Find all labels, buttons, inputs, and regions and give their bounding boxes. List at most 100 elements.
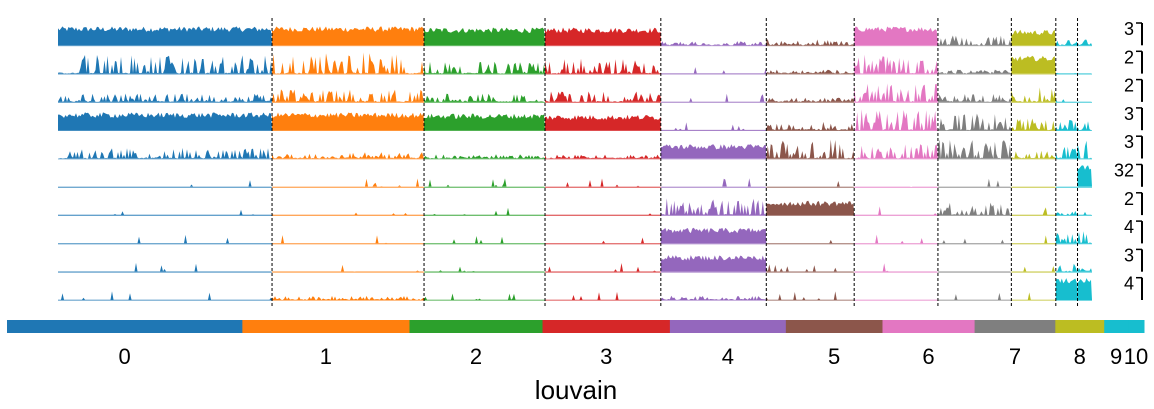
cluster-label-6: 6 bbox=[922, 344, 934, 369]
track-area-gene9-cluster-8 bbox=[1011, 292, 1056, 300]
track-area-gene4-cluster-8 bbox=[1011, 150, 1056, 159]
track-area-gene3-cluster-6 bbox=[854, 109, 938, 131]
track-area-gene5-cluster-3 bbox=[545, 178, 661, 187]
track-area-gene5-cluster-1 bbox=[272, 178, 424, 187]
track-area-gene1-cluster-5 bbox=[766, 69, 855, 74]
track-area-gene8-cluster-3 bbox=[545, 263, 661, 272]
track-area-gene1-cluster-2 bbox=[424, 61, 545, 74]
track-area-gene2-cluster-2 bbox=[424, 93, 545, 102]
y-max-label-8: 3 bbox=[1124, 245, 1134, 265]
track-area-gene8-cluster-2 bbox=[424, 266, 545, 272]
track-area-gene3-cluster-10 bbox=[1077, 121, 1092, 131]
track-area-gene2-cluster-3 bbox=[545, 91, 661, 102]
track-area-gene5-cluster-4 bbox=[660, 178, 767, 187]
track-area-gene4-cluster-0 bbox=[58, 147, 272, 159]
color-bar-cluster-1 bbox=[242, 320, 410, 333]
track-area-gene7-cluster-3 bbox=[545, 237, 661, 244]
cluster-label-10: 10 bbox=[1124, 344, 1148, 369]
color-bar-cluster-7 bbox=[974, 320, 1056, 333]
track-area-gene3-cluster-1 bbox=[272, 112, 424, 131]
track-area-gene6-cluster-10 bbox=[1077, 211, 1092, 216]
track-area-gene4-cluster-4 bbox=[660, 144, 767, 159]
track-area-gene4-cluster-1 bbox=[272, 152, 424, 159]
track-area-gene9-cluster-0 bbox=[58, 291, 272, 300]
track-area-gene7-cluster-0 bbox=[58, 234, 272, 244]
track-area-gene6-cluster-8 bbox=[1011, 207, 1056, 216]
track-area-gene5-cluster-5 bbox=[766, 181, 855, 187]
track-area-gene8-cluster-0 bbox=[58, 262, 272, 272]
cluster-tick-labels: 0 1 2 3 4 5 6 7 8 9 10 bbox=[119, 344, 1149, 369]
y-max-label-0: 3 bbox=[1124, 19, 1134, 39]
track-area-gene1-cluster-9 bbox=[1055, 72, 1078, 74]
track-area-gene3-cluster-4 bbox=[660, 122, 767, 131]
cluster-separators bbox=[271, 18, 1079, 306]
track-area-gene7-cluster-6 bbox=[854, 234, 938, 244]
cluster-label-3: 3 bbox=[600, 344, 612, 369]
track-area-gene1-cluster-6 bbox=[854, 54, 938, 74]
track-area-gene0-cluster-3 bbox=[545, 27, 661, 46]
cluster-label-2: 2 bbox=[470, 344, 482, 369]
gene-track-5 bbox=[58, 165, 1092, 188]
track-area-gene9-cluster-4 bbox=[660, 295, 767, 300]
track-area-gene7-cluster-10 bbox=[1077, 231, 1092, 244]
tracks-area bbox=[58, 26, 1092, 301]
track-area-gene2-cluster-4 bbox=[660, 93, 767, 102]
track-area-gene0-cluster-4 bbox=[660, 41, 767, 46]
track-area-gene8-cluster-8 bbox=[1011, 266, 1056, 272]
y-max-label-2: 2 bbox=[1124, 76, 1134, 96]
y-max-label-1: 2 bbox=[1124, 47, 1134, 67]
track-area-gene9-cluster-7 bbox=[937, 292, 1012, 300]
gene-track-6 bbox=[58, 198, 1092, 216]
track-area-gene3-cluster-2 bbox=[424, 113, 545, 131]
track-area-gene6-cluster-9 bbox=[1055, 210, 1078, 216]
track-area-gene3-cluster-5 bbox=[766, 121, 855, 131]
cluster-label-0: 0 bbox=[119, 344, 131, 369]
track-area-gene1-cluster-1 bbox=[272, 52, 424, 74]
color-bar-cluster-9 bbox=[1104, 320, 1129, 333]
track-area-gene0-cluster-8 bbox=[1011, 29, 1056, 46]
track-area-gene7-cluster-8 bbox=[1011, 235, 1056, 244]
track-area-gene9-cluster-2 bbox=[424, 293, 545, 300]
track-area-gene6-cluster-5 bbox=[766, 200, 855, 216]
track-area-gene7-cluster-2 bbox=[424, 236, 545, 244]
track-area-gene2-cluster-8 bbox=[1011, 87, 1056, 102]
track-area-gene8-cluster-4 bbox=[660, 255, 767, 272]
color-bar-cluster-3 bbox=[542, 320, 671, 333]
track-area-gene4-cluster-9 bbox=[1055, 146, 1078, 159]
track-area-gene7-cluster-5 bbox=[766, 239, 855, 244]
track-area-gene6-cluster-3 bbox=[545, 213, 661, 216]
track-area-gene9-cluster-3 bbox=[545, 291, 661, 300]
cluster-label-1: 1 bbox=[320, 344, 332, 369]
y-max-label-4: 3 bbox=[1124, 132, 1134, 152]
gene-track-2 bbox=[58, 83, 1092, 103]
track-area-gene7-cluster-1 bbox=[272, 235, 424, 244]
track-area-gene3-cluster-3 bbox=[545, 114, 661, 131]
track-area-gene2-cluster-7 bbox=[937, 94, 1012, 102]
track-area-gene4-cluster-10 bbox=[1077, 140, 1092, 159]
track-area-gene6-cluster-7 bbox=[937, 202, 1012, 216]
y-max-label-6: 2 bbox=[1124, 189, 1134, 209]
track-area-gene0-cluster-0 bbox=[58, 26, 272, 46]
gene-track-3 bbox=[58, 109, 1092, 131]
track-area-gene3-cluster-0 bbox=[58, 112, 272, 131]
track-area-gene0-cluster-10 bbox=[1077, 39, 1092, 46]
gene-track-8 bbox=[58, 255, 1092, 273]
track-area-gene3-cluster-8 bbox=[1011, 118, 1056, 131]
track-area-gene6-cluster-2 bbox=[424, 207, 545, 216]
track-area-gene9-cluster-10 bbox=[1077, 278, 1092, 300]
track-area-gene0-cluster-5 bbox=[766, 39, 855, 46]
x-axis-label: louvain bbox=[535, 375, 617, 405]
track-area-gene1-cluster-8 bbox=[1011, 55, 1056, 74]
track-area-gene6-cluster-6 bbox=[854, 206, 938, 216]
track-area-gene4-cluster-7 bbox=[937, 139, 1012, 159]
track-area-gene2-cluster-9 bbox=[1055, 99, 1078, 102]
color-bar-cluster-10 bbox=[1128, 320, 1145, 333]
track-area-gene4-cluster-6 bbox=[854, 144, 938, 159]
track-area-gene0-cluster-9 bbox=[1055, 40, 1078, 46]
track-area-gene5-cluster-0 bbox=[58, 180, 272, 187]
track-area-gene8-cluster-5 bbox=[766, 264, 855, 272]
color-bar-cluster-6 bbox=[882, 320, 976, 333]
track-area-gene3-cluster-7 bbox=[937, 113, 1012, 131]
track-area-gene7-cluster-7 bbox=[937, 238, 1012, 244]
